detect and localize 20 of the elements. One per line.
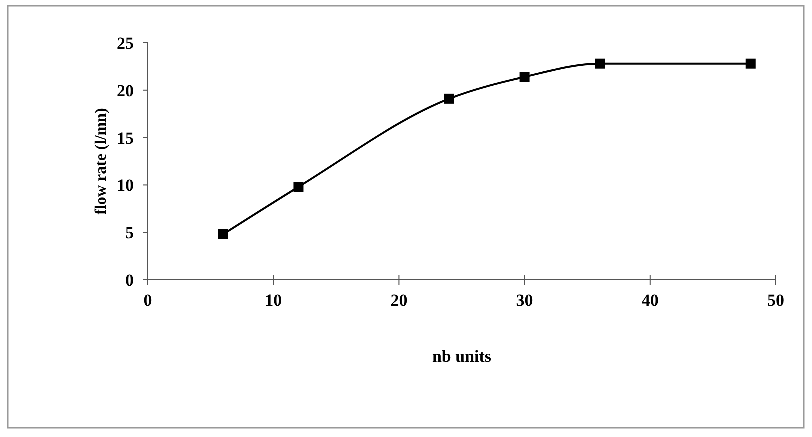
x-axis-title: nb units [432,347,492,366]
y-tick-label: 25 [117,34,134,53]
point [746,58,756,69]
point [294,182,304,192]
y-tick-label: 0 [126,270,134,290]
x-tick-label: 30 [516,291,534,310]
x-tick-label: 0 [144,291,152,310]
point [444,94,454,104]
point [218,229,228,240]
x-tick-label: 10 [265,291,282,310]
y-tick-label: 20 [117,81,134,100]
y-tick-label: 15 [117,128,134,148]
y-tick-label: 5 [126,224,134,243]
x-tick-label: 50 [768,291,784,310]
x-tick-label: 40 [642,291,659,310]
point [595,58,606,69]
point [520,72,530,82]
x-tick-label: 20 [390,291,408,310]
y-tick-label: 10 [117,176,134,196]
y-axis-title: flow rate (l/mn) [93,108,110,215]
